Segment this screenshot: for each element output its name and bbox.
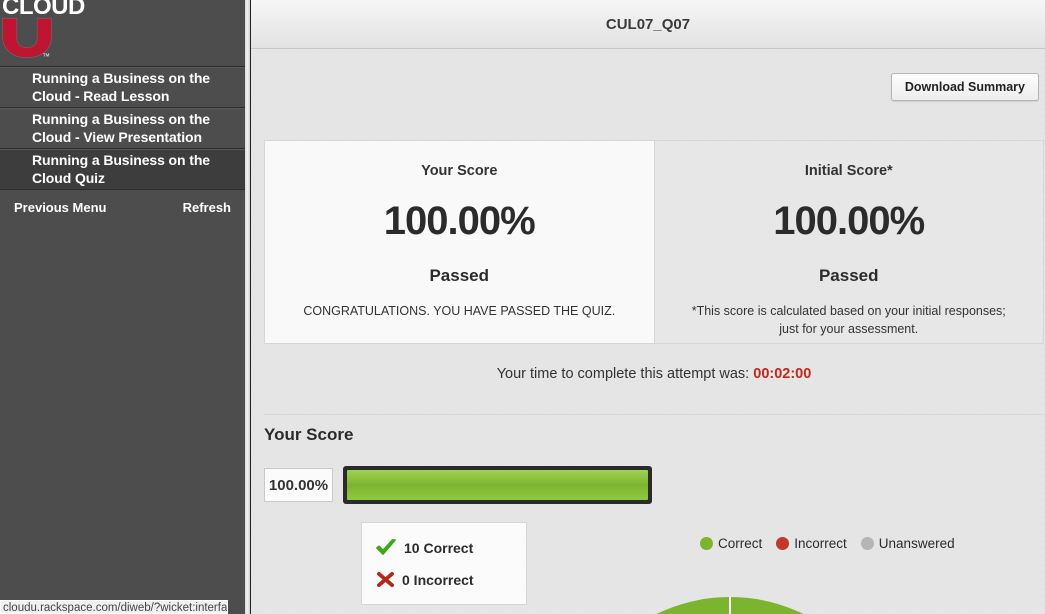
svg-text:TM: TM (43, 53, 50, 58)
